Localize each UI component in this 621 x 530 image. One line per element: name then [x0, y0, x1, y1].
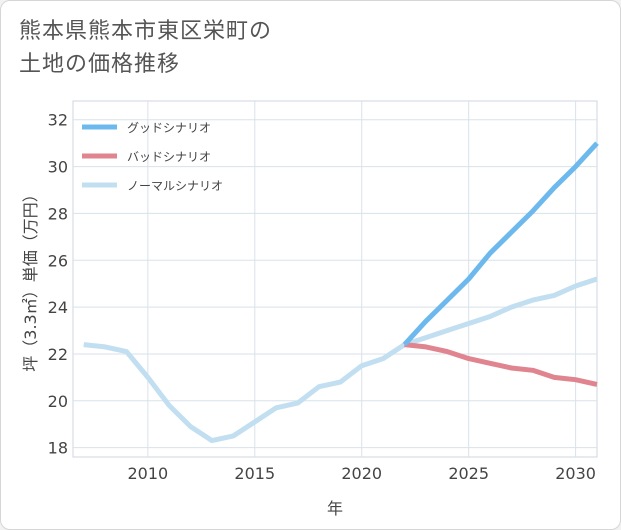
- y-tick-label: 28: [48, 204, 68, 223]
- series-line-1: [404, 342, 598, 387]
- y-axis-title: 坪（3.3㎡）単価（万円）: [21, 186, 40, 371]
- series-line-2: [83, 276, 598, 444]
- y-tick-label: 32: [48, 111, 68, 130]
- legend-label-0: グッドシナリオ: [127, 121, 211, 135]
- tick-labels: 2010 2015 2020 2025 2030 18 20 22 24 26 28 30 32: [48, 111, 596, 483]
- x-axis-title: 年: [327, 499, 343, 518]
- y-tick-label: 20: [48, 392, 68, 411]
- chart-title-line1: 熊本県熊本市東区栄町の: [19, 19, 273, 44]
- legend-label-1: バッドシナリオ: [127, 150, 211, 164]
- x-tick-label: 2025: [448, 464, 489, 483]
- x-tick-label: 2015: [234, 464, 275, 483]
- x-tick-label: 2010: [127, 464, 168, 483]
- x-tick-label: 2020: [341, 464, 382, 483]
- y-tick-label: 24: [48, 298, 68, 317]
- y-tick-label: 30: [48, 158, 68, 177]
- chart-title: 熊本県熊本市東区栄町の 土地の価格推移: [19, 15, 272, 81]
- chart-title-line2: 土地の価格推移: [19, 52, 181, 77]
- y-tick-label: 18: [48, 439, 68, 458]
- y-tick-label: 26: [48, 251, 68, 270]
- series-line-0: [402, 141, 599, 347]
- legend-label-2: ノーマルシナリオ: [127, 179, 223, 193]
- x-tick-label: 2030: [555, 464, 596, 483]
- y-tick-label: 22: [48, 345, 68, 364]
- series-lines: [83, 141, 599, 444]
